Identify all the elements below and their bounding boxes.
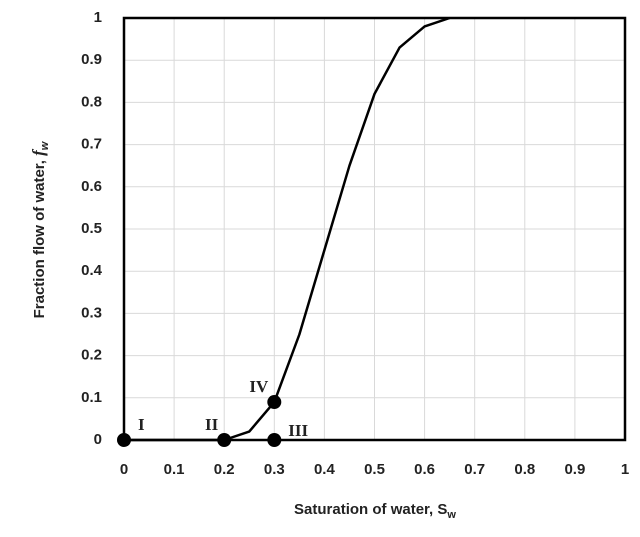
x-tick-label: 0.6 — [414, 461, 435, 478]
point-label: I — [138, 415, 145, 434]
y-axis-label: Fraction flow of water, fw — [29, 140, 51, 318]
curve — [124, 16, 451, 442]
x-tick-label: 0.3 — [264, 461, 285, 478]
point — [117, 433, 131, 447]
x-tick-label: 0.2 — [214, 461, 235, 478]
y-tick-label: 0.9 — [81, 51, 102, 68]
x-axis-label: Saturation of water, Sw — [294, 501, 456, 521]
y-tick-label: 0.5 — [81, 220, 102, 237]
plot-border — [122, 16, 627, 442]
x-tick-label: 0.5 — [364, 461, 385, 478]
y-tick-label: 1 — [94, 9, 102, 26]
point-label: IV — [249, 377, 269, 396]
point-label: II — [205, 415, 219, 434]
x-tick-label: 0.9 — [564, 461, 585, 478]
y-tick-label: 0.2 — [81, 347, 102, 364]
x-tick-label: 0 — [120, 461, 128, 478]
y-tick-label: 0.1 — [81, 389, 102, 406]
y-tick-label: 0.4 — [81, 262, 103, 279]
y-tick-label: 0.6 — [81, 178, 102, 195]
y-tick-label: 0.8 — [81, 93, 102, 110]
y-tick-label: 0.7 — [81, 136, 102, 153]
point — [267, 395, 282, 410]
point-label: III — [288, 421, 308, 440]
x-tick-label: 0.7 — [464, 461, 485, 478]
x-tick-label: 0.4 — [314, 461, 336, 478]
y-tick-label: 0 — [94, 431, 102, 448]
point — [267, 433, 282, 447]
x-tick-label: 1 — [621, 461, 629, 478]
y-tick-label: 0.3 — [81, 304, 102, 321]
x-tick-label: 0.1 — [164, 461, 185, 478]
point — [217, 433, 232, 447]
x-tick-label: 0.8 — [514, 461, 535, 478]
